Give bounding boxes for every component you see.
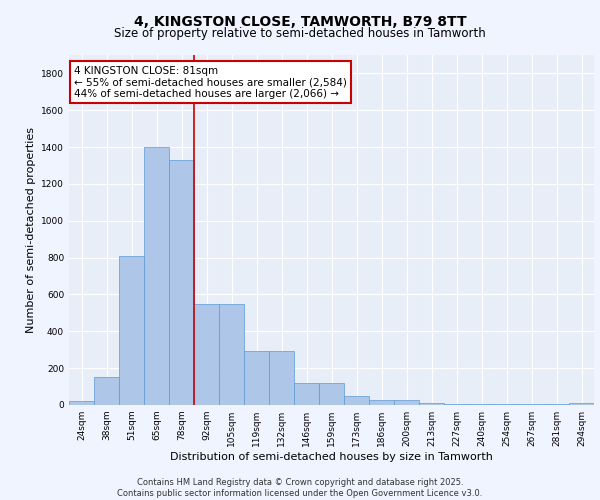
Text: Contains HM Land Registry data © Crown copyright and database right 2025.
Contai: Contains HM Land Registry data © Crown c… — [118, 478, 482, 498]
Bar — [419, 403, 444, 405]
Bar — [319, 383, 344, 405]
Text: Size of property relative to semi-detached houses in Tamworth: Size of property relative to semi-detach… — [114, 28, 486, 40]
Bar — [194, 304, 219, 405]
Bar — [94, 378, 119, 405]
Bar — [469, 404, 494, 405]
Bar — [119, 256, 144, 405]
Bar — [69, 402, 94, 405]
Bar — [369, 400, 394, 405]
Bar — [219, 304, 244, 405]
Text: 4, KINGSTON CLOSE, TAMWORTH, B79 8TT: 4, KINGSTON CLOSE, TAMWORTH, B79 8TT — [134, 15, 466, 29]
Y-axis label: Number of semi-detached properties: Number of semi-detached properties — [26, 127, 35, 333]
Bar — [344, 396, 369, 405]
Bar — [144, 147, 169, 405]
Bar — [569, 403, 594, 405]
Bar — [544, 404, 569, 405]
Bar — [294, 383, 319, 405]
Bar — [169, 160, 194, 405]
Bar — [394, 400, 419, 405]
Text: 4 KINGSTON CLOSE: 81sqm
← 55% of semi-detached houses are smaller (2,584)
44% of: 4 KINGSTON CLOSE: 81sqm ← 55% of semi-de… — [74, 66, 347, 98]
X-axis label: Distribution of semi-detached houses by size in Tamworth: Distribution of semi-detached houses by … — [170, 452, 493, 462]
Bar — [244, 350, 269, 405]
Bar — [519, 404, 544, 405]
Bar — [494, 404, 519, 405]
Bar — [444, 404, 469, 405]
Bar — [269, 350, 294, 405]
